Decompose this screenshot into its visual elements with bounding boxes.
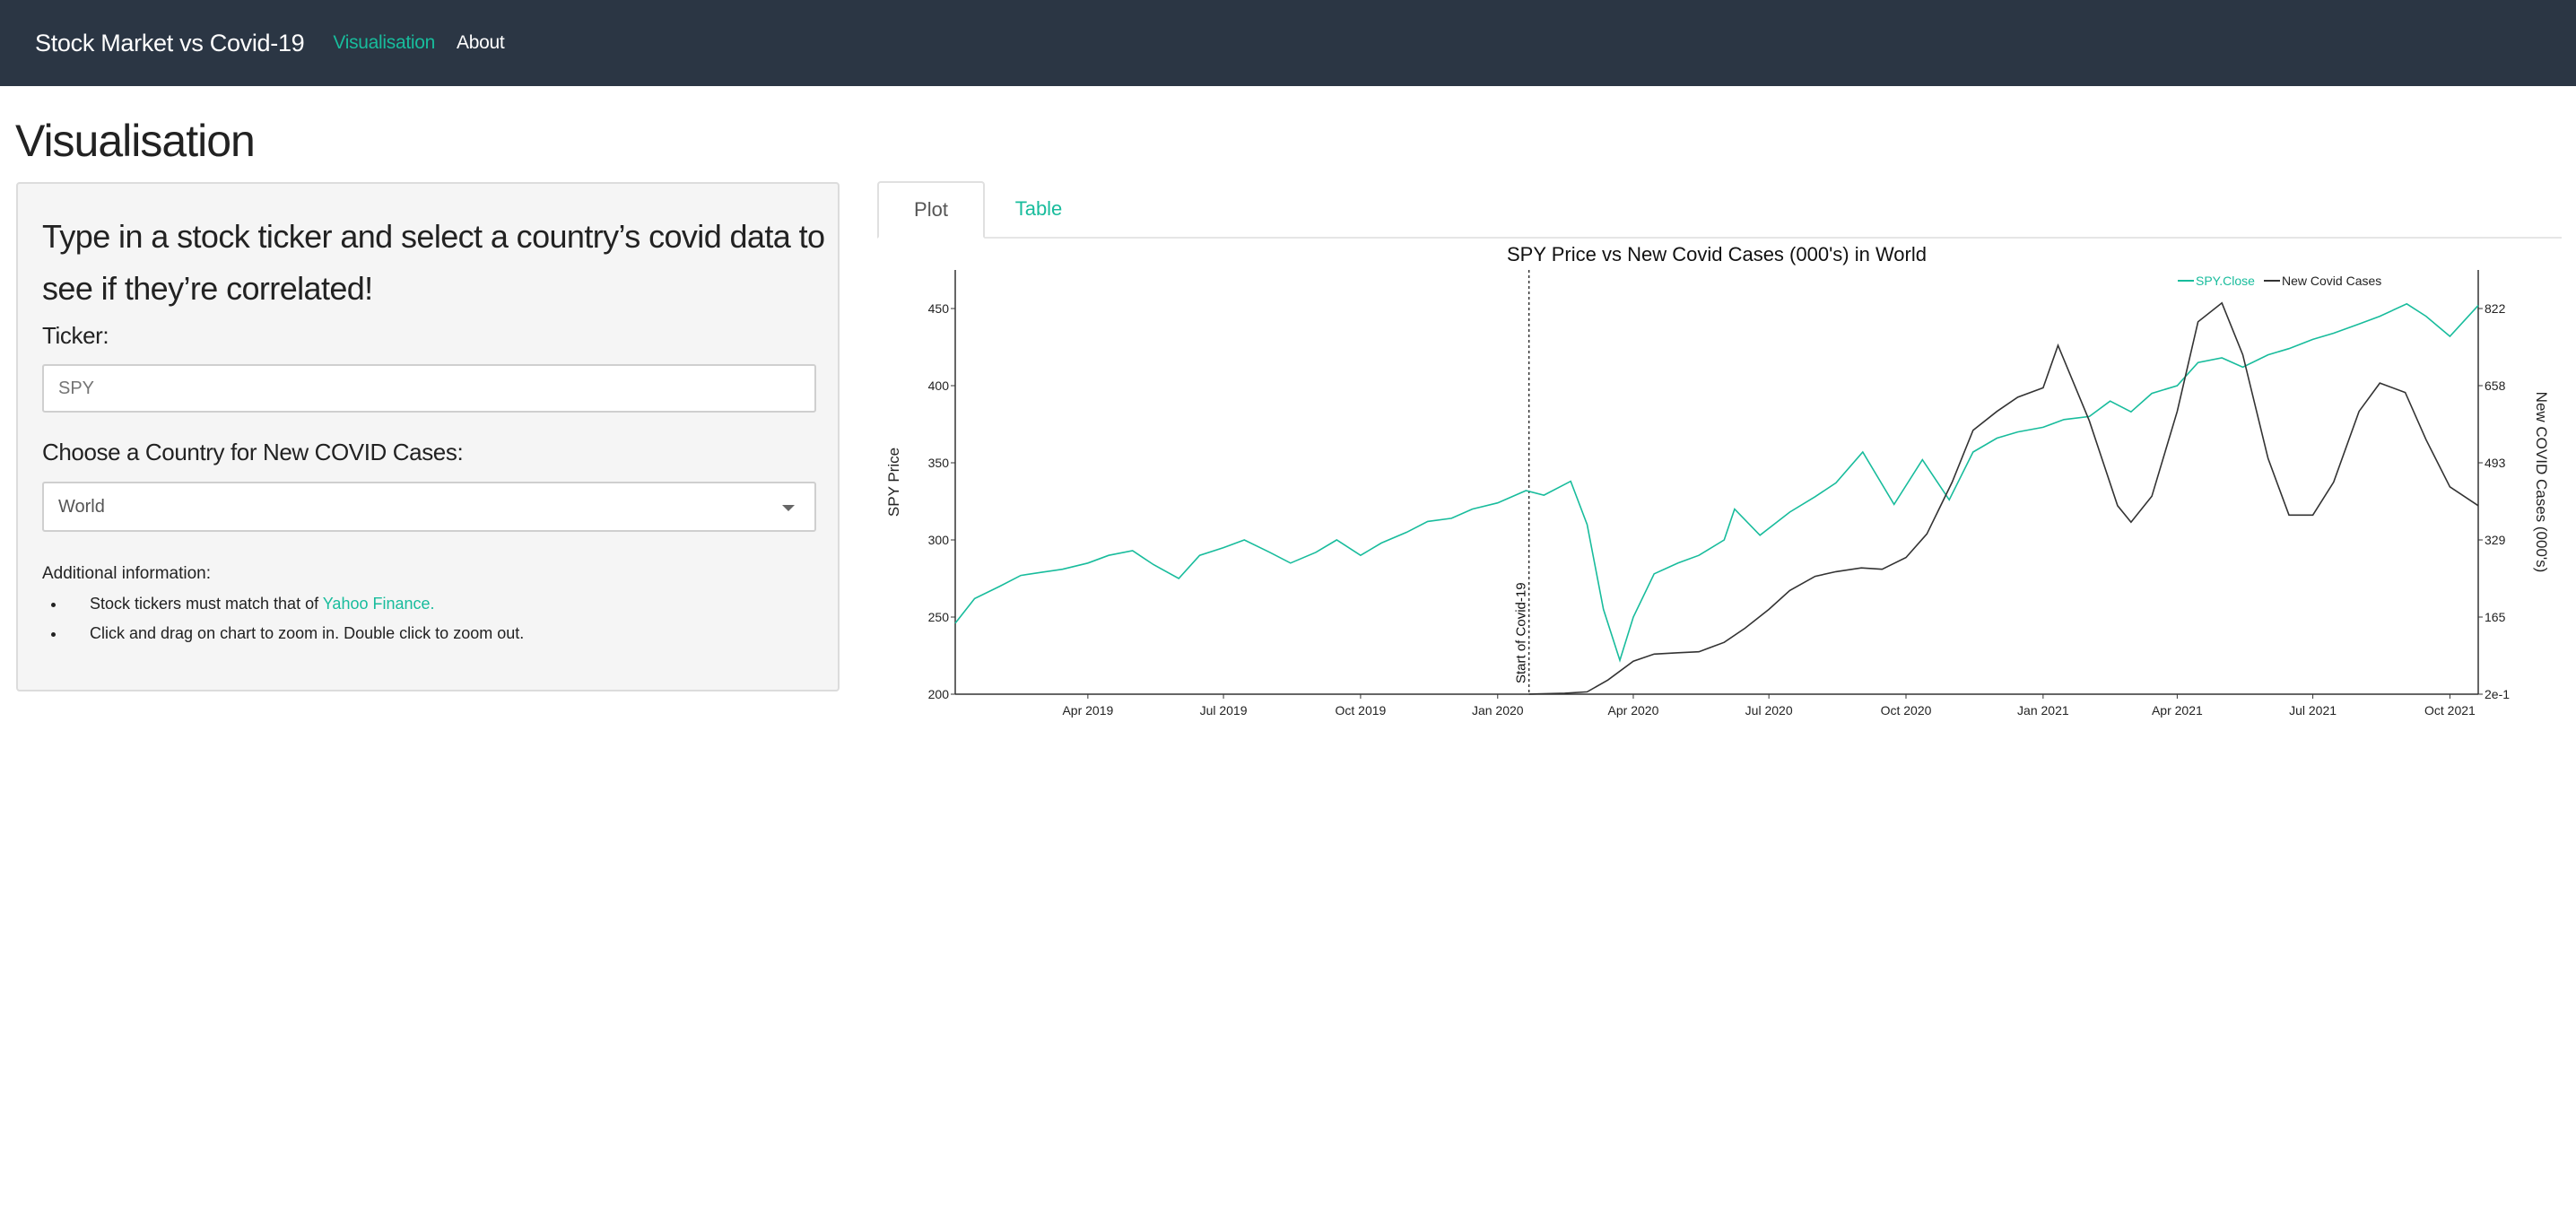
ticker-label: Ticker: [42,322,109,349]
y-tick-label: 350 [928,456,950,470]
info-item: Click and drag on chart to zoom in. Doub… [66,619,524,648]
x-tick-label: Jan 2021 [2017,703,2069,718]
covid-start-label: Start of Covid-19 [1514,582,1529,683]
tab-bar: Plot Table [877,181,2562,239]
nav-link-about[interactable]: About [457,32,505,53]
x-tick-label: Jul 2019 [1200,703,1248,718]
y2-tick-label: 165 [2485,610,2506,624]
sidebar-panel: Type in a stock ticker and select a coun… [16,182,840,691]
y-tick-label: 450 [928,301,950,316]
y2-tick-label: 658 [2485,378,2506,393]
y2-axis-label: New COVID Cases (000's) [2533,392,2550,573]
country-select-value: World [58,497,105,517]
tab-plot[interactable]: Plot [877,181,985,239]
y2-tick-label: 822 [2485,301,2506,316]
y2-tick-label: 493 [2485,456,2506,470]
x-tick-label: Oct 2019 [1335,703,1386,718]
y-axis-label: SPY Price [885,448,902,517]
tab-table[interactable]: Table [1014,197,1063,220]
country-label: Choose a Country for New COVID Cases: [42,439,464,465]
nav-link-visualisation[interactable]: Visualisation [333,32,436,53]
info-list: Stock tickers must match that of Yahoo F… [42,589,524,648]
country-select[interactable]: World [42,482,816,532]
navbar: Stock Market vs Covid-19 Visualisation A… [0,0,2576,86]
y-tick-label: 200 [928,687,950,701]
x-tick-label: Apr 2021 [2152,703,2203,718]
info-item-text: Stock tickers must match that of [90,595,323,613]
x-tick-label: Apr 2019 [1062,703,1113,718]
legend-label: New Covid Cases [2282,274,2381,288]
info-item: Stock tickers must match that of Yahoo F… [66,589,524,619]
ticker-input[interactable] [42,364,816,413]
yahoo-finance-link[interactable]: Yahoo Finance. [322,595,435,613]
y-tick-label: 250 [928,610,950,624]
x-tick-label: Oct 2021 [2424,703,2476,718]
chart-title: SPY Price vs New Covid Cases (000's) in … [1507,243,1927,265]
y2-tick-label: 329 [2485,533,2506,547]
x-tick-label: Apr 2020 [1608,703,1659,718]
info-label: Additional information: [42,564,211,583]
series-line-spy-close [954,302,2479,663]
page-title: Visualisation [15,116,256,166]
x-tick-label: Jan 2020 [1472,703,1524,718]
x-tick-label: Jul 2021 [2289,703,2337,718]
y-tick-label: 300 [928,533,950,547]
info-item-text: Click and drag on chart to zoom in. Doub… [90,624,525,642]
x-tick-label: Oct 2020 [1881,703,1932,718]
chevron-down-icon [782,505,795,511]
y-tick-label: 400 [928,378,950,393]
chart[interactable]: SPY Price vs New Covid Cases (000's) in … [877,237,2562,739]
legend-label: SPY.Close [2196,274,2255,288]
series-line-new-covid-cases [1528,301,2479,695]
y2-tick-label: 2e-1 [2485,687,2510,701]
navbar-brand[interactable]: Stock Market vs Covid-19 [35,29,305,57]
x-tick-label: Jul 2020 [1745,703,1793,718]
sidebar-heading: Type in a stock ticker and select a coun… [42,218,825,307]
